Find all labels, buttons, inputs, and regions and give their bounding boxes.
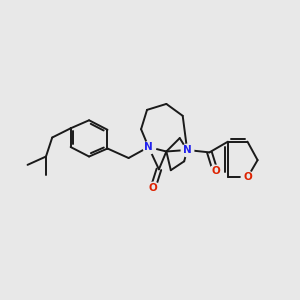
Text: O: O (243, 172, 252, 182)
Text: N: N (183, 145, 191, 155)
Text: O: O (148, 183, 157, 193)
Text: N: N (144, 142, 153, 152)
Text: O: O (211, 167, 220, 176)
